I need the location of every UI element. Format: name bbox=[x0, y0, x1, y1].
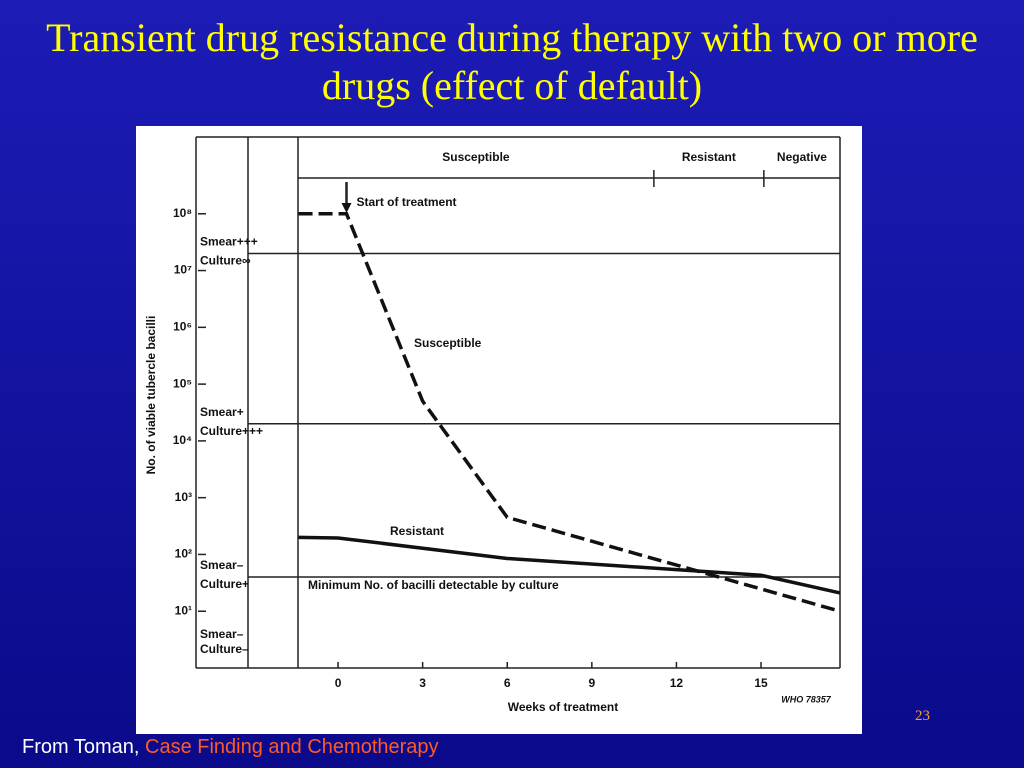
x-tick-label: 15 bbox=[754, 676, 768, 690]
culture-label: Culture∞ bbox=[200, 254, 251, 268]
culture-label: Culture– bbox=[200, 642, 249, 656]
x-tick-label: 6 bbox=[504, 676, 511, 690]
footer-source: Case Finding and Chemotherapy bbox=[145, 736, 439, 758]
arrow-head bbox=[341, 203, 352, 213]
y-tick-label: 10¹ bbox=[175, 603, 192, 617]
phase-label: Resistant bbox=[682, 150, 736, 164]
y-tick-label: 10⁵ bbox=[173, 376, 192, 390]
series-label: Susceptible bbox=[414, 336, 482, 350]
smear-label: Smear+++ bbox=[200, 235, 258, 249]
x-tick-label: 3 bbox=[419, 676, 426, 690]
series-line bbox=[298, 535, 841, 595]
phase-label: Negative bbox=[777, 150, 827, 164]
smear-label: Smear– bbox=[200, 558, 244, 572]
series-label: Resistant bbox=[390, 524, 444, 538]
smear-label: Smear+ bbox=[200, 405, 244, 419]
footer-prefix: From Toman, bbox=[22, 736, 140, 758]
x-tick-label: 9 bbox=[588, 676, 595, 690]
x-tick-label: 12 bbox=[670, 676, 684, 690]
series-line bbox=[298, 212, 841, 613]
footer: From Toman, Case Finding and Chemotherap… bbox=[22, 736, 439, 759]
y-tick-label: 10⁶ bbox=[173, 320, 192, 334]
chart-background bbox=[136, 126, 862, 734]
slide-title: Transient drug resistance during therapy… bbox=[46, 15, 978, 108]
culture-label: Culture+++ bbox=[200, 424, 263, 438]
y-axis-label: No. of viable tubercle bacilli bbox=[144, 316, 158, 475]
level-label: Minimum No. of bacilli detectable by cul… bbox=[308, 578, 559, 592]
y-tick-label: 10² bbox=[175, 547, 192, 561]
y-tick-label: 10³ bbox=[175, 490, 192, 504]
x-axis-label: Weeks of treatment bbox=[508, 700, 618, 714]
phase-label: Susceptible bbox=[442, 150, 510, 164]
chart: No. of viable tubercle bacilli Weeks of … bbox=[136, 126, 862, 734]
y-tick-label: 10⁷ bbox=[174, 263, 192, 277]
x-tick-label: 0 bbox=[335, 676, 342, 690]
y-tick-label: 10⁸ bbox=[173, 206, 192, 220]
y-tick-label: 10⁴ bbox=[173, 433, 192, 447]
annotation: Start of treatment bbox=[357, 195, 457, 209]
page-number: 23 bbox=[915, 708, 930, 724]
culture-label: Culture+ bbox=[200, 577, 249, 591]
smear-label: Smear– bbox=[200, 627, 244, 641]
credit: WHO 78357 bbox=[781, 694, 832, 704]
